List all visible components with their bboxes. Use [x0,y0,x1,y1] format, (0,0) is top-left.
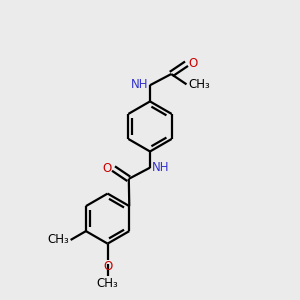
Text: CH₃: CH₃ [97,278,119,290]
Text: NH: NH [152,161,169,174]
Text: CH₃: CH₃ [47,233,69,247]
Text: O: O [188,57,197,70]
Text: O: O [102,162,111,175]
Text: CH₃: CH₃ [189,78,210,91]
Text: O: O [103,260,112,273]
Text: NH: NH [131,78,148,91]
